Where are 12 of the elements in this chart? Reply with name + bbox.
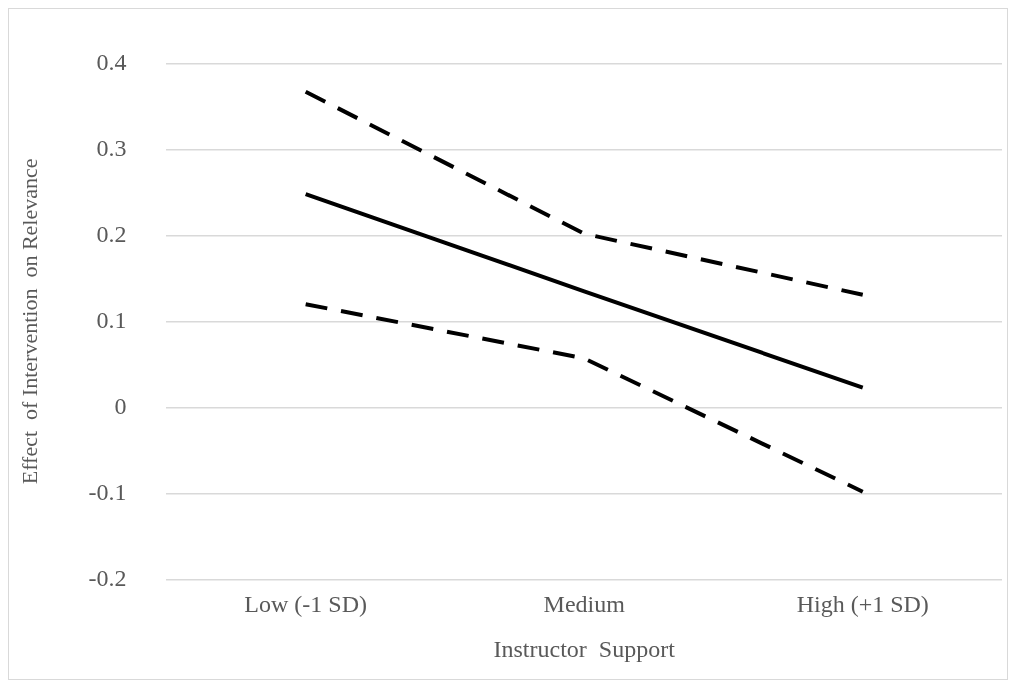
x-tick-label: High (+1 SD) [796, 591, 929, 618]
y-tick-label: -0.2 [88, 564, 127, 591]
x-tick-label: Medium [543, 591, 626, 618]
y-tick-label: 0.1 [96, 306, 127, 333]
x-tick-label: Low (-1 SD) [244, 591, 367, 618]
y-tick-label: -0.1 [88, 478, 127, 505]
y-tick-label: 0.2 [96, 220, 127, 247]
y-tick-label: 0.4 [96, 48, 127, 75]
y-tick-label: 0.3 [96, 134, 127, 161]
y-tick-label: 0 [114, 392, 127, 419]
x-axis-title: Instructor Support [493, 635, 676, 662]
y-axis-title: Effect of Intervention on Relevance [16, 158, 42, 485]
